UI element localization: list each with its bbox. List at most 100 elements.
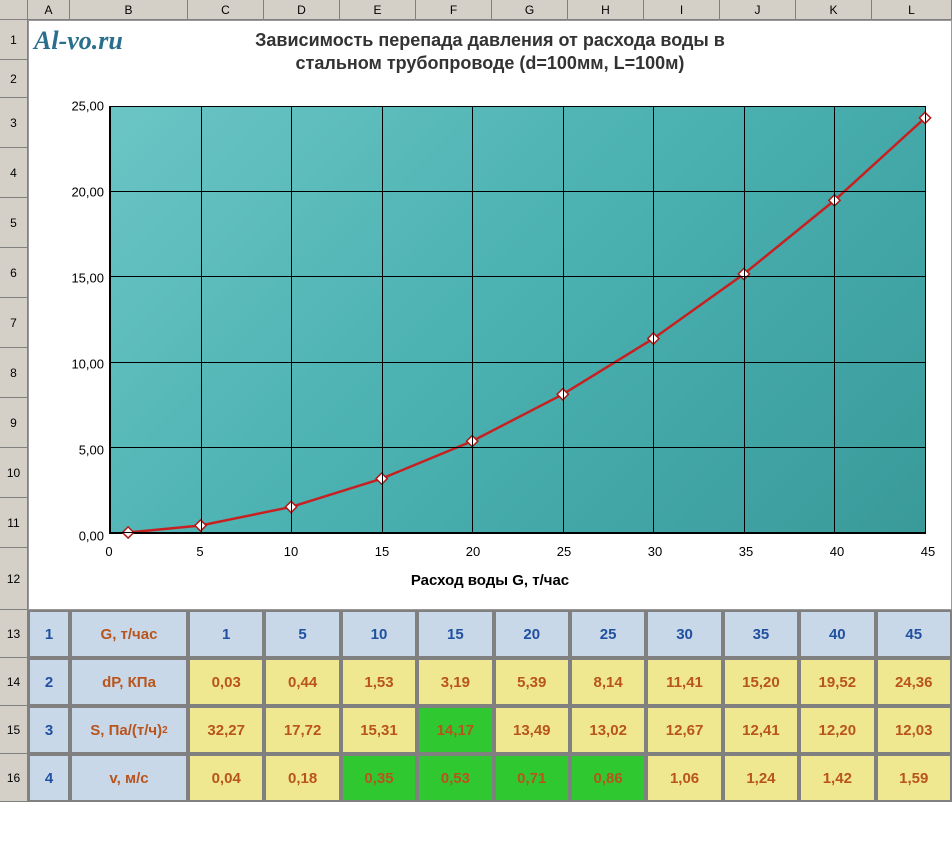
- data-cell: 11,41: [646, 658, 722, 706]
- row-label: v, м/с: [70, 754, 188, 802]
- row-index: 2: [28, 658, 70, 706]
- x-tick: 5: [196, 544, 203, 559]
- row-header[interactable]: 13: [0, 610, 28, 658]
- row-index: 4: [28, 754, 70, 802]
- row-header[interactable]: 16: [0, 754, 28, 802]
- col-header[interactable]: I: [644, 0, 720, 20]
- col-header[interactable]: C: [188, 0, 264, 20]
- col-header[interactable]: L: [872, 0, 952, 20]
- data-cell: 19,52: [799, 658, 875, 706]
- table-row: 1G, т/час151015202530354045: [28, 610, 952, 658]
- data-cell: 0,71: [494, 754, 570, 802]
- data-cell: 5,39: [494, 658, 570, 706]
- data-cell: 1,42: [799, 754, 875, 802]
- row-header[interactable]: 11: [0, 498, 28, 548]
- data-cell: 20: [494, 610, 570, 658]
- row-header[interactable]: 4: [0, 148, 28, 198]
- row-label: dP, КПа: [70, 658, 188, 706]
- chart-title-line1: Зависимость перепада давления от расхода…: [255, 30, 725, 50]
- data-cell: 1: [188, 610, 264, 658]
- x-axis-label: Расход воды G, т/час: [411, 572, 569, 589]
- data-cell: 0,86: [570, 754, 646, 802]
- row-headers: 12345678910111213141516: [0, 20, 28, 802]
- data-cell: 1,24: [723, 754, 799, 802]
- data-cell: 0,44: [264, 658, 340, 706]
- col-header[interactable]: J: [720, 0, 796, 20]
- row-header[interactable]: 2: [0, 60, 28, 98]
- col-header[interactable]: E: [340, 0, 416, 20]
- row-header[interactable]: 10: [0, 448, 28, 498]
- data-cell: 0,04: [188, 754, 264, 802]
- row-header[interactable]: 9: [0, 398, 28, 448]
- col-header[interactable]: H: [568, 0, 644, 20]
- col-header[interactable]: B: [70, 0, 188, 20]
- x-tick: 25: [557, 544, 571, 559]
- table-row: 3S, Па/(т/ч)232,2717,7215,3114,1713,4913…: [28, 706, 952, 754]
- data-cell: 12,41: [723, 706, 799, 754]
- col-header[interactable]: [0, 0, 28, 20]
- col-header[interactable]: G: [492, 0, 568, 20]
- plot-background: [109, 106, 926, 534]
- chart-line: [110, 107, 925, 533]
- data-cell: 0,03: [188, 658, 264, 706]
- data-cell: 35: [723, 610, 799, 658]
- spreadsheet: ABCDEFGHIJKL 12345678910111213141516 Al-…: [0, 0, 952, 864]
- data-cell: 30: [646, 610, 722, 658]
- col-header[interactable]: K: [796, 0, 872, 20]
- data-cell: 1,06: [646, 754, 722, 802]
- y-tick: 0,00: [54, 529, 104, 544]
- y-tick: 10,00: [54, 357, 104, 372]
- col-header[interactable]: F: [416, 0, 492, 20]
- table-row: 2dP, КПа0,030,441,533,195,398,1411,4115,…: [28, 658, 952, 706]
- x-tick: 20: [466, 544, 480, 559]
- x-tick: 15: [375, 544, 389, 559]
- row-index: 1: [28, 610, 70, 658]
- data-cell: 24,36: [876, 658, 952, 706]
- row-label: G, т/час: [70, 610, 188, 658]
- data-cell: 25: [570, 610, 646, 658]
- row-header[interactable]: 5: [0, 198, 28, 248]
- row-header[interactable]: 6: [0, 248, 28, 298]
- x-tick: 10: [284, 544, 298, 559]
- x-tick: 0: [105, 544, 112, 559]
- data-cell: 15: [417, 610, 493, 658]
- y-tick: 25,00: [54, 99, 104, 114]
- data-cell: 3,19: [417, 658, 493, 706]
- plot-area: [109, 106, 926, 534]
- row-header[interactable]: 8: [0, 348, 28, 398]
- row-header[interactable]: 1: [0, 20, 28, 60]
- data-cell: 12,03: [876, 706, 952, 754]
- y-tick: 5,00: [54, 443, 104, 458]
- data-cell: 13,49: [494, 706, 570, 754]
- x-tick: 45: [921, 544, 935, 559]
- data-cell: 14,17: [417, 706, 493, 754]
- x-tick: 35: [739, 544, 753, 559]
- data-cell: 15,31: [341, 706, 417, 754]
- row-header[interactable]: 12: [0, 548, 28, 610]
- table-row: 4v, м/с0,040,180,350,530,710,861,061,241…: [28, 754, 952, 802]
- chart-title-line2: стальном трубопроводе (d=100мм, L=100м): [296, 53, 685, 73]
- data-cell: 0,18: [264, 754, 340, 802]
- data-cell: 12,67: [646, 706, 722, 754]
- data-cell: 12,20: [799, 706, 875, 754]
- data-cell: 1,53: [341, 658, 417, 706]
- row-index: 3: [28, 706, 70, 754]
- data-cell: 0,53: [417, 754, 493, 802]
- x-tick: 40: [830, 544, 844, 559]
- row-header[interactable]: 14: [0, 658, 28, 706]
- chart-area: Al-vo.ru Зависимость перепада давления о…: [28, 20, 952, 610]
- data-cell: 8,14: [570, 658, 646, 706]
- watermark: Al-vo.ru: [34, 26, 123, 56]
- data-cell: 5: [264, 610, 340, 658]
- row-header[interactable]: 7: [0, 298, 28, 348]
- data-cell: 45: [876, 610, 952, 658]
- col-header[interactable]: D: [264, 0, 340, 20]
- col-header[interactable]: A: [28, 0, 70, 20]
- row-header[interactable]: 15: [0, 706, 28, 754]
- data-cell: 13,02: [570, 706, 646, 754]
- x-tick: 30: [648, 544, 662, 559]
- data-cell: 0,35: [341, 754, 417, 802]
- data-cell: 15,20: [723, 658, 799, 706]
- data-cell: 32,27: [188, 706, 264, 754]
- row-header[interactable]: 3: [0, 98, 28, 148]
